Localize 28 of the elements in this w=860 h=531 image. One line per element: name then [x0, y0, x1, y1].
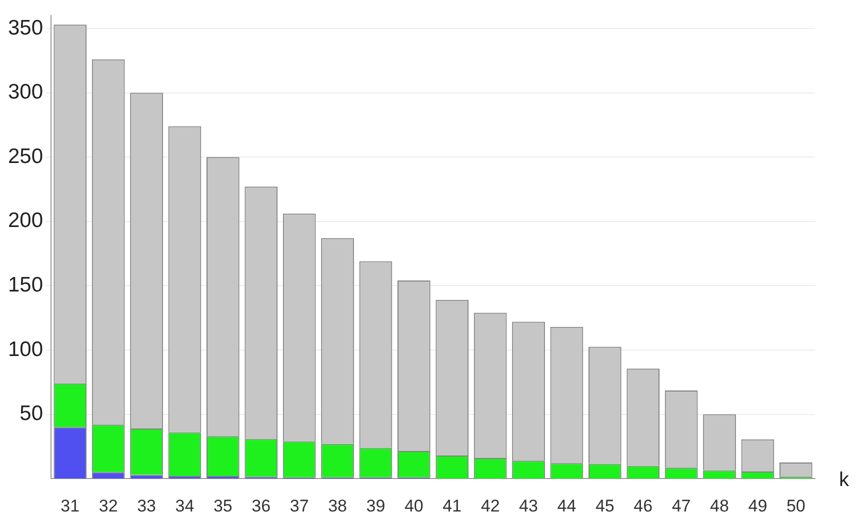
- x-tick-label: 48: [710, 496, 729, 516]
- x-tick-label: 32: [98, 496, 118, 516]
- y-tick-label: 150: [8, 273, 44, 296]
- x-axis-title: k: [839, 469, 850, 492]
- x-tick-label: 50: [786, 496, 806, 516]
- x-tick-label: 36: [252, 496, 271, 516]
- x-tick-label: 35: [213, 496, 232, 516]
- x-tick-label: 40: [404, 496, 424, 516]
- y-tick-label: 200: [8, 209, 44, 232]
- x-tick-label: 34: [175, 496, 194, 516]
- x-tick-label: 49: [748, 496, 768, 516]
- y-tick-label: 50: [20, 402, 44, 426]
- y-tick-label: 350: [8, 16, 44, 40]
- y-tick-label: 250: [8, 144, 44, 168]
- x-tick-label: 31: [60, 496, 80, 516]
- x-tick-label: 43: [519, 496, 538, 516]
- x-tick-label: 47: [672, 496, 691, 516]
- x-tick-label: 45: [595, 496, 614, 516]
- x-tick-label: 37: [290, 496, 309, 516]
- y-tick-label: 300: [8, 80, 44, 104]
- x-tick-label: 33: [137, 496, 156, 516]
- x-tick-label: 41: [442, 496, 462, 516]
- x-tick-label: 44: [557, 496, 576, 516]
- x-tick-label: 39: [366, 496, 386, 516]
- y-tick-label: 100: [8, 338, 44, 361]
- x-tick-label: 38: [328, 496, 347, 516]
- x-tick-label: 42: [480, 496, 500, 516]
- x-tick-label: 46: [634, 496, 653, 516]
